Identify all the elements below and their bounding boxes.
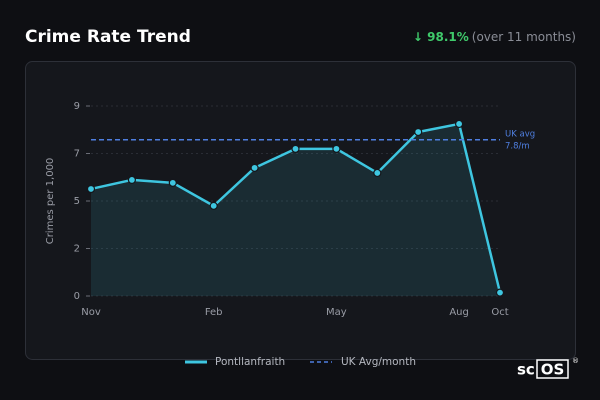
y-tick-label: 7 [74,149,80,160]
change: ↓ 98.1% [413,30,469,44]
x-tick-label: Aug [449,307,469,318]
logo-mark: ® [572,357,579,365]
point [495,288,505,297]
logo-text: OS [541,361,565,379]
period: (over 11 months) [472,30,576,44]
point [414,127,423,137]
y-tick-label: 0 [74,291,80,302]
change-summary: ↓ 98.1% (over 11 months) [413,30,576,44]
point [209,201,218,210]
point [373,168,382,178]
annotation: UK avg [505,130,535,140]
area [91,123,500,296]
point [291,144,300,153]
point [250,163,259,172]
x-tick-label: Nov [81,307,101,318]
y-axis-label: Crimes per 1,000 [45,158,56,245]
annotation: 7.8/m [505,142,530,152]
point [455,119,464,129]
card [25,61,576,360]
logo-box [536,359,569,379]
x-tick-label: May [326,307,347,318]
title: Crime Rate Trend [25,27,191,47]
y-tick-label: 9 [74,101,80,112]
legend-label: Pontllanfraith [215,356,285,368]
y-tick-label: 5 [74,196,80,207]
point [332,144,341,153]
x-tick-label: Oct [491,307,508,318]
point [86,184,96,194]
point [127,175,136,184]
legend-label: UK Avg/month [341,356,416,368]
x-tick-label: Feb [205,307,223,318]
point [168,178,177,187]
logo-text: sc [517,361,535,379]
y-tick-label: 2 [74,244,80,255]
